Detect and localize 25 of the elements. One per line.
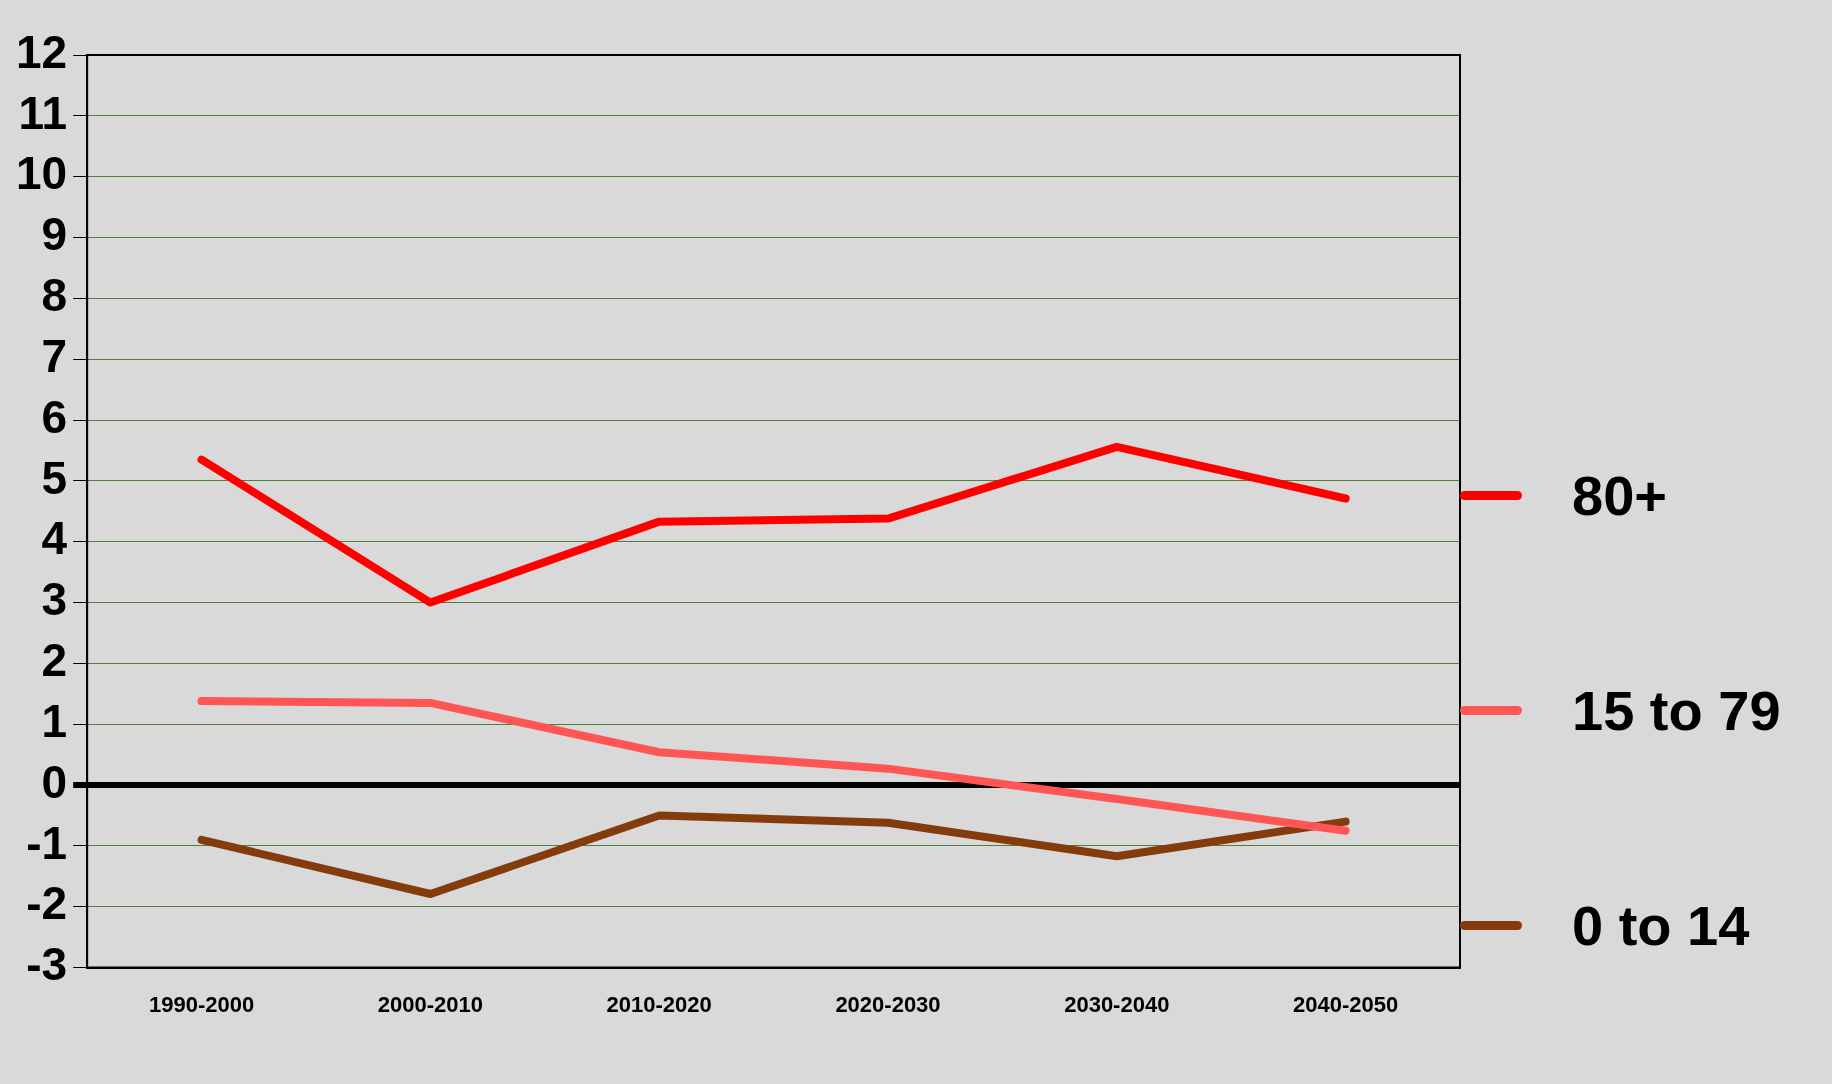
y-tick-label: 4	[41, 512, 68, 565]
legend-label: 0 to 14	[1572, 892, 1750, 958]
x-tick-label: 2000-2010	[377, 991, 483, 1017]
x-tick-label: 2020-2030	[835, 991, 941, 1017]
y-tick-label: 0	[41, 755, 68, 808]
x-tick-label: 2010-2020	[606, 991, 712, 1017]
y-tick-label: 6	[41, 390, 68, 443]
y-tick-label: 11	[18, 86, 68, 139]
y-tick-label: 1	[41, 694, 68, 747]
x-tick-label: 2030-2040	[1064, 991, 1170, 1017]
x-tick-label: 1990-2000	[148, 991, 255, 1017]
x-tick-label: 2040-2050	[1292, 991, 1399, 1017]
y-tick-label: 3	[41, 573, 68, 626]
y-tick-label: 9	[41, 208, 68, 261]
legend-label: 15 to 79	[1572, 677, 1781, 743]
y-tick-label: 10	[15, 147, 68, 200]
y-tick-label: 12	[15, 25, 68, 78]
y-tick-label: -3	[26, 938, 68, 991]
y-tick-label: 7	[41, 329, 68, 382]
y-tick-label: -1	[26, 816, 68, 869]
y-tick-label: -2	[26, 877, 68, 930]
y-tick-label: 8	[41, 269, 68, 322]
y-tick-label: 5	[41, 451, 68, 504]
legend-label: 80+	[1572, 462, 1667, 528]
y-tick-label: 2	[41, 634, 68, 687]
